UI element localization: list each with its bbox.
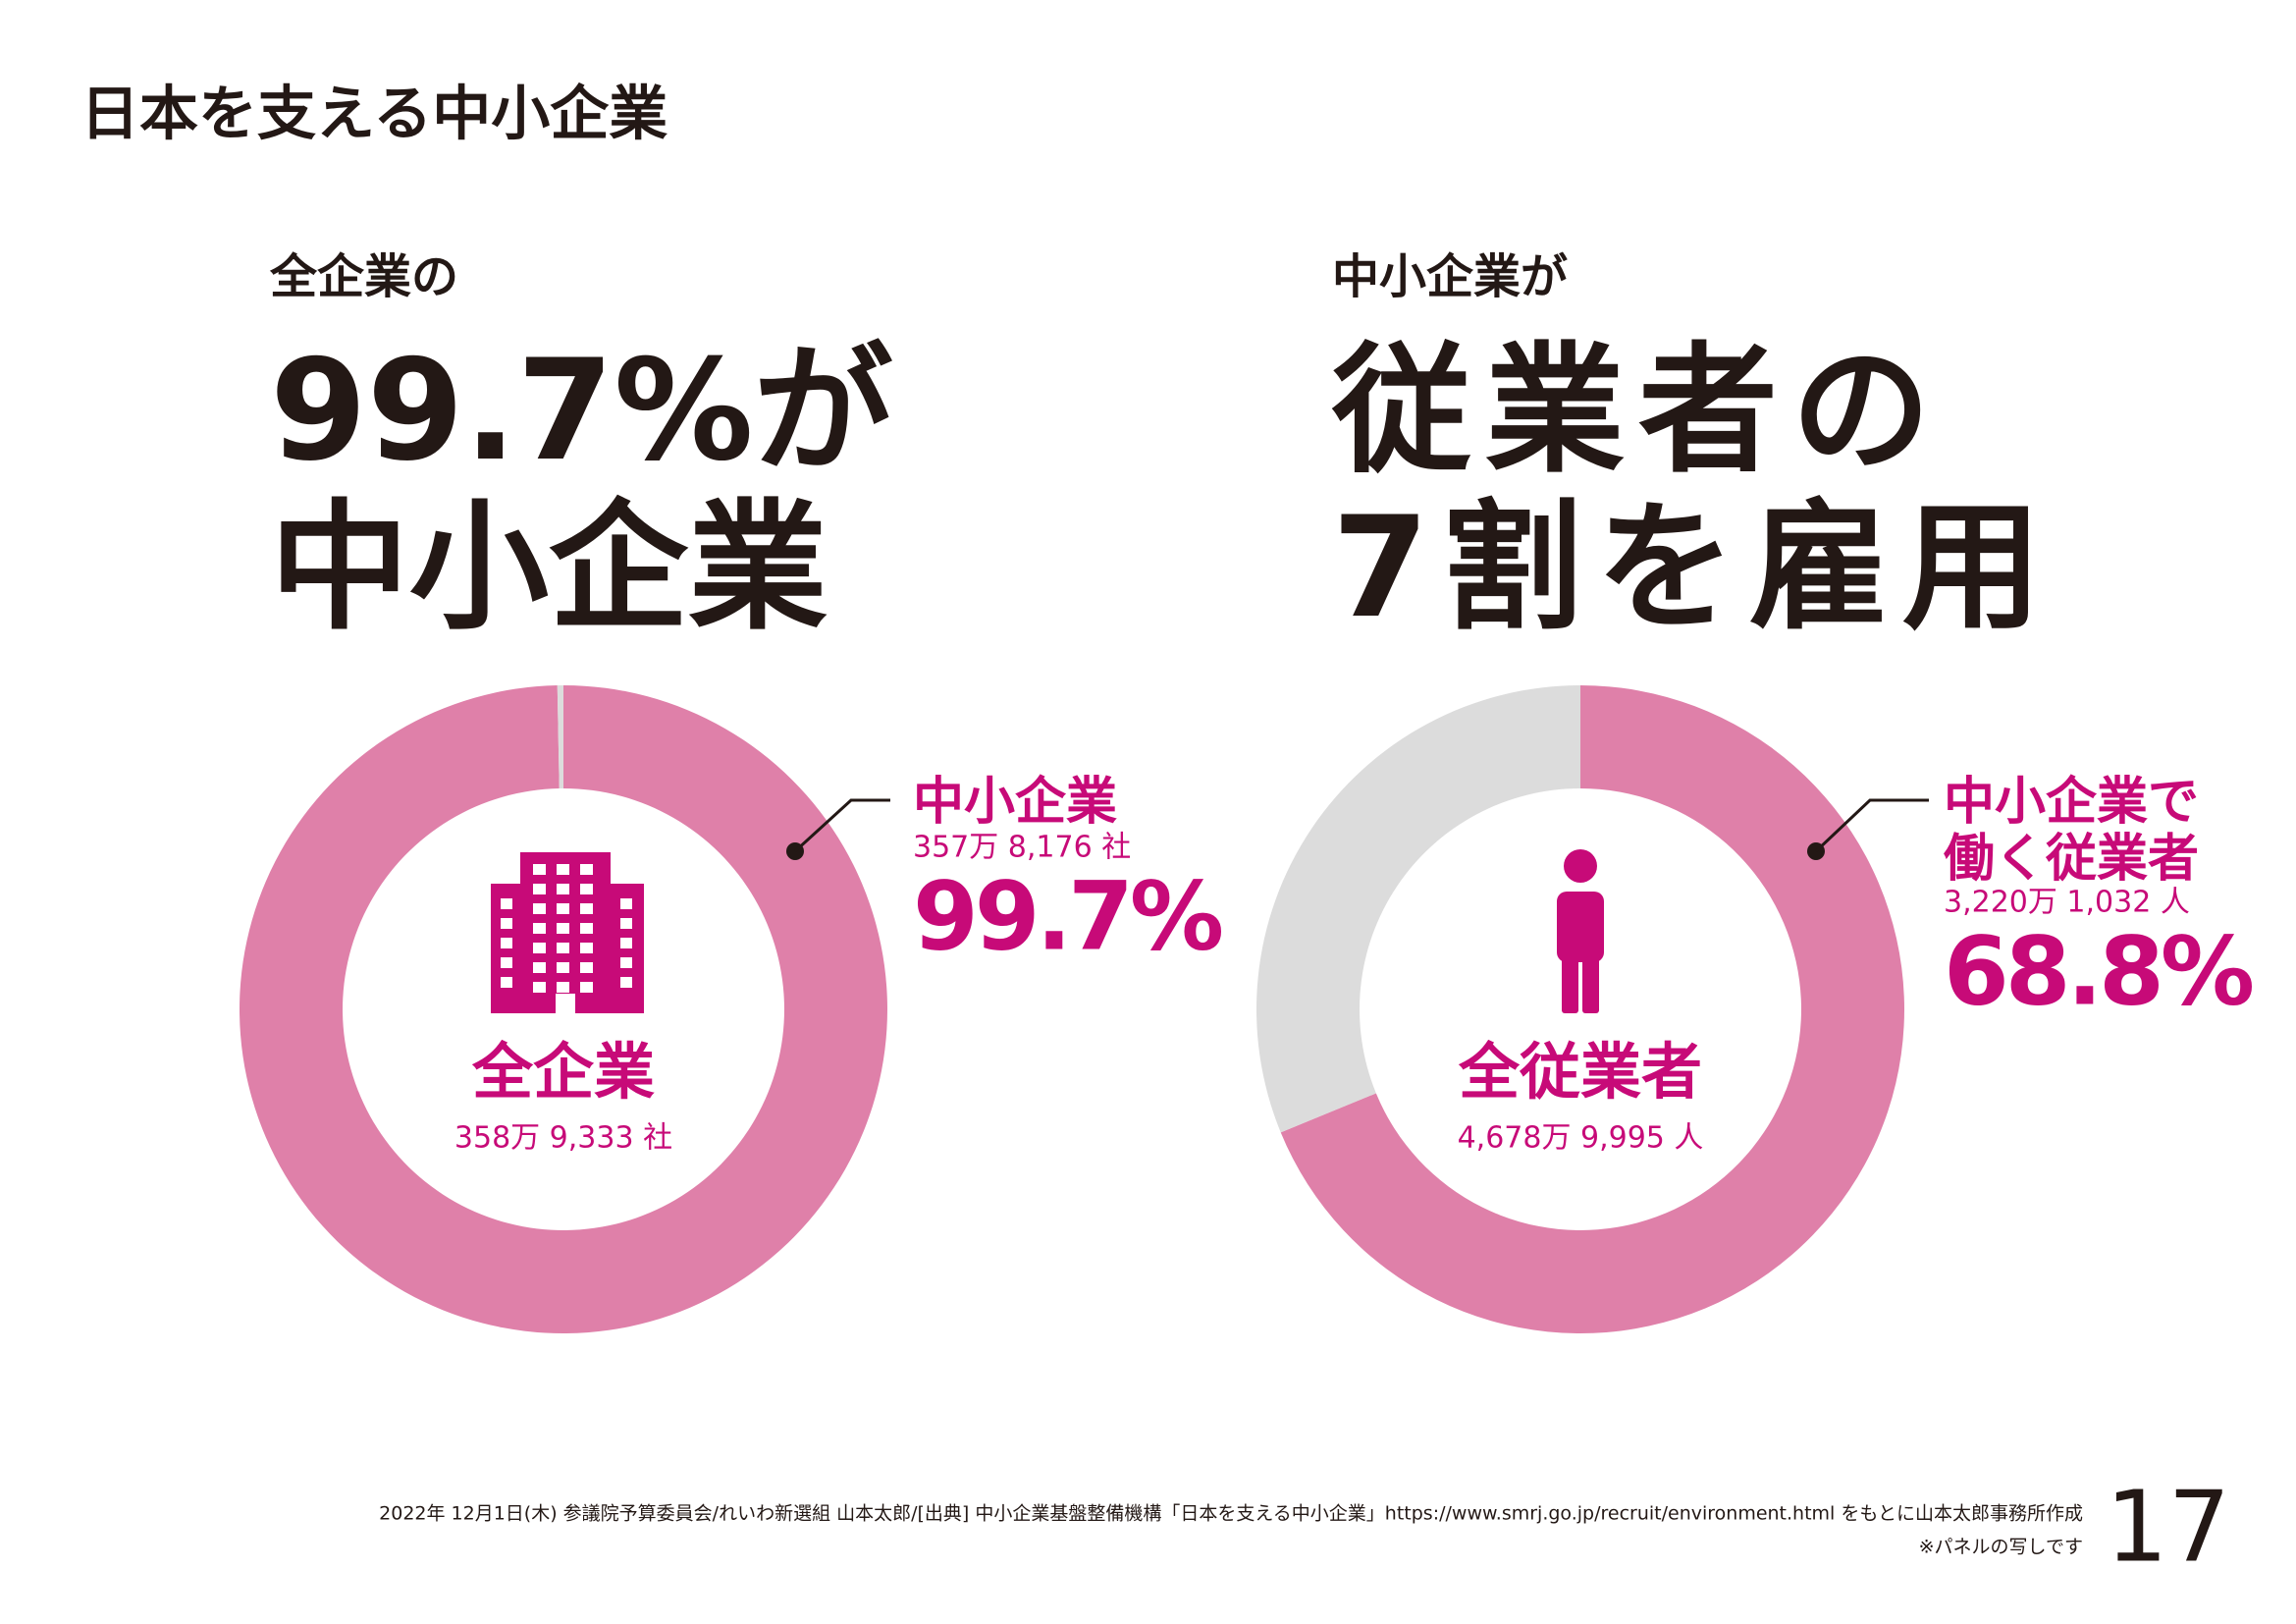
callout-line [793, 798, 890, 853]
window [580, 962, 593, 973]
window [557, 982, 569, 993]
window [557, 903, 569, 914]
window [580, 864, 593, 875]
person-icon [1557, 849, 1604, 1013]
chart-headline: 99.7%が [270, 330, 893, 492]
window [533, 864, 546, 875]
category-box: 中小企業で働く従業者 [1944, 774, 2200, 889]
donut-segment [557, 685, 563, 789]
window [620, 918, 632, 929]
donut-segment [1280, 685, 1905, 1333]
window [557, 923, 569, 934]
window [580, 903, 593, 914]
window [533, 943, 546, 953]
page-number: 17 [2106, 1469, 2230, 1584]
window [533, 923, 546, 934]
window [501, 977, 512, 988]
donut-segment [1256, 684, 1580, 1133]
window [501, 938, 512, 948]
window [620, 977, 632, 988]
window [580, 943, 593, 953]
window [620, 898, 632, 909]
center-label: 全従業者 [1458, 1036, 1702, 1108]
category-label: 中小企業で働く従業者 [1944, 774, 2200, 889]
window [580, 923, 593, 934]
chart-headline: 7割を雇用 [1332, 487, 2056, 649]
window [501, 918, 512, 929]
callout-line [1814, 798, 1929, 853]
window [580, 884, 593, 894]
chart-heading: 中小企業が [1332, 249, 1568, 304]
window [557, 962, 569, 973]
value-label: 99.7% [913, 861, 1222, 971]
window [533, 982, 546, 993]
center-label: 全企業 [471, 1036, 655, 1108]
window [557, 943, 569, 953]
window [580, 982, 593, 993]
callout-count: 3,220万 1,032 人 [1944, 886, 2190, 920]
window [533, 903, 546, 914]
value-label: 68.8% [1944, 916, 2253, 1026]
window [533, 962, 546, 973]
footer-source: 2022年 12月1日(木) 参議院予算委員会/れいわ新選組 山本太郎/[出典]… [379, 1503, 2083, 1525]
window [557, 884, 569, 894]
window [620, 957, 632, 968]
window [501, 898, 512, 909]
category-box: 中小企業 [913, 774, 1118, 832]
page-title: 日本を支える中小企業 [80, 81, 667, 149]
footer-note: ※パネルの写しです [1919, 1537, 2083, 1558]
window [620, 938, 632, 948]
window [557, 864, 569, 875]
chart-headline: 従業者の [1331, 330, 1945, 492]
center-count: 358万 9,333 社 [454, 1121, 672, 1156]
window [501, 957, 512, 968]
chart-heading: 全企業の [269, 249, 458, 304]
callout-count: 357万 8,176 社 [913, 831, 1131, 865]
chart-headline: 中小企業 [270, 487, 828, 649]
window [533, 884, 546, 894]
category-label: 中小企業 [913, 774, 1118, 832]
donut-segment [239, 685, 887, 1333]
door [556, 994, 575, 1013]
center-count: 4,678万 9,995 人 [1458, 1121, 1704, 1156]
